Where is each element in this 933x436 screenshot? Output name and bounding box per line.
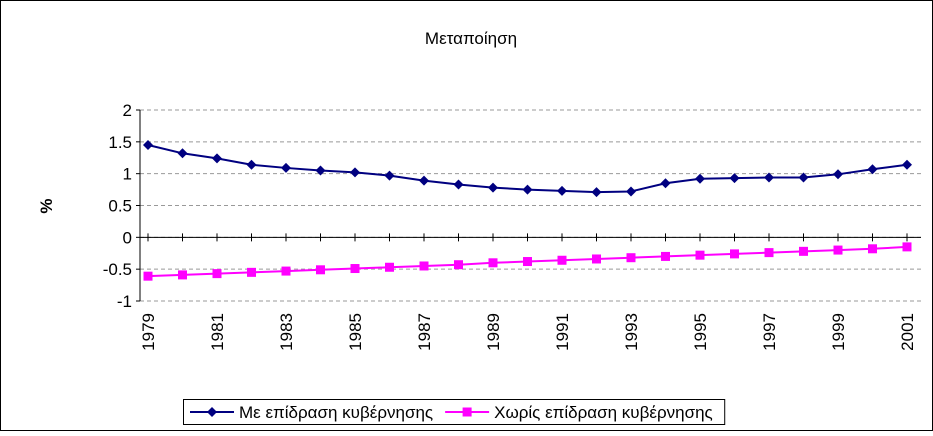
y-tick-label: 2 [123,101,132,120]
marker [902,159,912,170]
marker [557,185,567,196]
y-tick-label: 0 [123,228,132,247]
marker [212,153,222,164]
y-tick-label: -0.5 [103,260,132,279]
marker [695,173,705,184]
marker [143,140,153,151]
marker [453,179,464,190]
marker [315,165,326,176]
legend-marker [207,407,217,417]
marker [143,271,153,281]
marker [488,258,498,268]
x-tick-label: 1981 [208,313,227,351]
marker [867,164,878,175]
x-tick-label: 1993 [622,313,641,351]
marker [350,167,360,178]
marker [384,170,395,181]
marker [523,257,532,267]
marker [385,262,394,272]
x-tick-label: 1997 [760,313,779,351]
marker [592,254,601,264]
x-tick-label: 1983 [277,313,296,351]
marker [316,265,325,275]
marker [419,175,429,186]
marker [178,270,187,280]
legend-marker [462,407,472,417]
marker [660,178,671,189]
marker [350,264,360,274]
legend: Με επίδραση κυβέρνησης Χωρίς επίδραση κυβ… [183,399,726,425]
legend-label: Με επίδραση κυβέρνησης [239,403,433,422]
marker [557,255,567,265]
marker [729,173,740,184]
marker [798,172,809,183]
marker [281,266,291,276]
marker [833,245,843,255]
y-tick-label: 0.5 [108,197,132,216]
marker [419,261,429,271]
x-tick-label: 2001 [898,313,917,351]
marker [764,172,774,183]
x-tick-label: 1979 [139,313,158,351]
marker [454,260,463,270]
marker [246,159,257,170]
y-tick-label: 1.5 [108,133,132,152]
x-tick-label: 1999 [829,313,848,351]
marker [247,267,256,277]
marker [902,242,912,252]
marker [626,253,636,263]
marker [281,162,291,173]
x-tick-label: 1987 [415,313,434,351]
y-tick-label: -1 [117,292,132,311]
marker [522,184,533,195]
marker [661,251,670,261]
x-tick-label: 1989 [484,313,503,351]
marker [833,169,843,180]
marker [764,248,774,258]
x-tick-label: 1985 [346,313,365,351]
marker [488,182,498,193]
marker [868,244,877,254]
x-tick-label: 1991 [553,313,572,351]
marker [799,246,808,256]
marker [695,250,705,260]
marker [177,148,188,159]
y-tick-label: 1 [123,165,132,184]
marker [212,269,222,279]
legend-label: Χωρίς επίδραση κυβέρνησης [494,403,713,422]
y-axis-label: % [37,198,56,213]
marker [730,249,739,259]
marker [626,186,636,197]
marker [591,187,602,198]
chart-title: Μεταποίηση [425,29,517,48]
x-tick-label: 1995 [691,313,710,351]
